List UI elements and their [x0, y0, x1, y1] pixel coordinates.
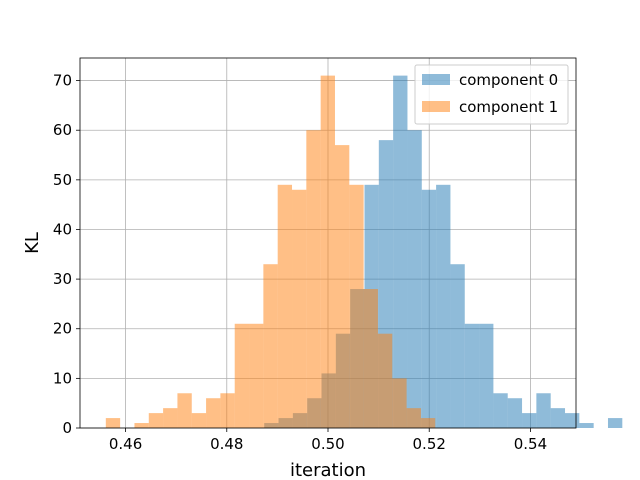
axis-ticks: 0.46 0.48 0.50 0.52 0.54 0 10 20 30 40 50 60 70	[53, 72, 547, 453]
legend-swatch-component-1	[422, 101, 450, 112]
bar-component-1	[377, 333, 393, 428]
bar-component-0	[450, 264, 465, 428]
legend-label-component-0: component 0	[459, 71, 558, 89]
bar-component-1	[206, 398, 221, 428]
bar-component-1	[191, 413, 207, 428]
bar-component-0	[421, 189, 437, 428]
x-tick-label: 0.50	[311, 435, 344, 453]
bar-component-1	[263, 264, 278, 428]
bar-component-1	[306, 130, 321, 429]
bar-component-0	[522, 413, 537, 428]
bar-component-1	[134, 423, 149, 428]
bar-component-0	[493, 393, 508, 428]
y-tick-label: 0	[62, 419, 72, 437]
bar-component-1	[249, 323, 264, 428]
legend-label-component-1: component 1	[459, 98, 558, 116]
legend-box	[414, 64, 569, 125]
y-axis-label: KL	[22, 232, 43, 254]
bar-component-1	[105, 418, 121, 428]
bar-component-1	[349, 184, 364, 428]
bar-component-0	[479, 323, 494, 428]
y-tick-label: 60	[53, 121, 72, 139]
y-tick-label: 50	[53, 171, 72, 189]
x-tick-label: 0.46	[109, 435, 142, 453]
x-tick-label: 0.52	[413, 435, 446, 453]
bar-component-0	[565, 413, 580, 428]
y-tick-label: 30	[53, 270, 72, 288]
x-axis-label: iteration	[290, 460, 366, 480]
bar-component-1	[148, 413, 164, 428]
y-tick-label: 40	[53, 220, 72, 238]
bar-component-0	[436, 184, 451, 428]
legend: component 0 component 1	[414, 64, 569, 125]
bar-component-0	[536, 393, 551, 428]
bar-component-0	[407, 130, 422, 429]
bar-component-0	[607, 418, 623, 428]
bar-component-0	[464, 323, 480, 428]
legend-swatch-component-0	[422, 74, 450, 85]
x-tick-label: 0.54	[514, 435, 547, 453]
bar-component-1	[334, 145, 350, 429]
bar-component-1	[277, 184, 293, 428]
bar-component-1	[177, 393, 192, 428]
y-tick-label: 70	[53, 72, 72, 90]
bar-component-1	[392, 378, 407, 428]
bar-component-1	[292, 189, 307, 428]
bar-component-1	[163, 408, 178, 428]
bar-component-1	[320, 75, 335, 428]
bar-component-0	[579, 423, 594, 428]
bar-component-0	[507, 398, 523, 428]
histogram-bars	[105, 75, 623, 429]
bar-component-1	[363, 289, 378, 428]
bar-component-1	[420, 418, 436, 428]
y-tick-label: 20	[53, 320, 72, 338]
bar-component-0	[393, 75, 408, 428]
bar-component-1	[234, 323, 250, 428]
x-tick-label: 0.48	[210, 435, 243, 453]
y-tick-label: 10	[53, 369, 72, 387]
bar-component-0	[550, 408, 566, 428]
bar-component-1	[220, 393, 235, 428]
bar-component-1	[406, 408, 421, 428]
